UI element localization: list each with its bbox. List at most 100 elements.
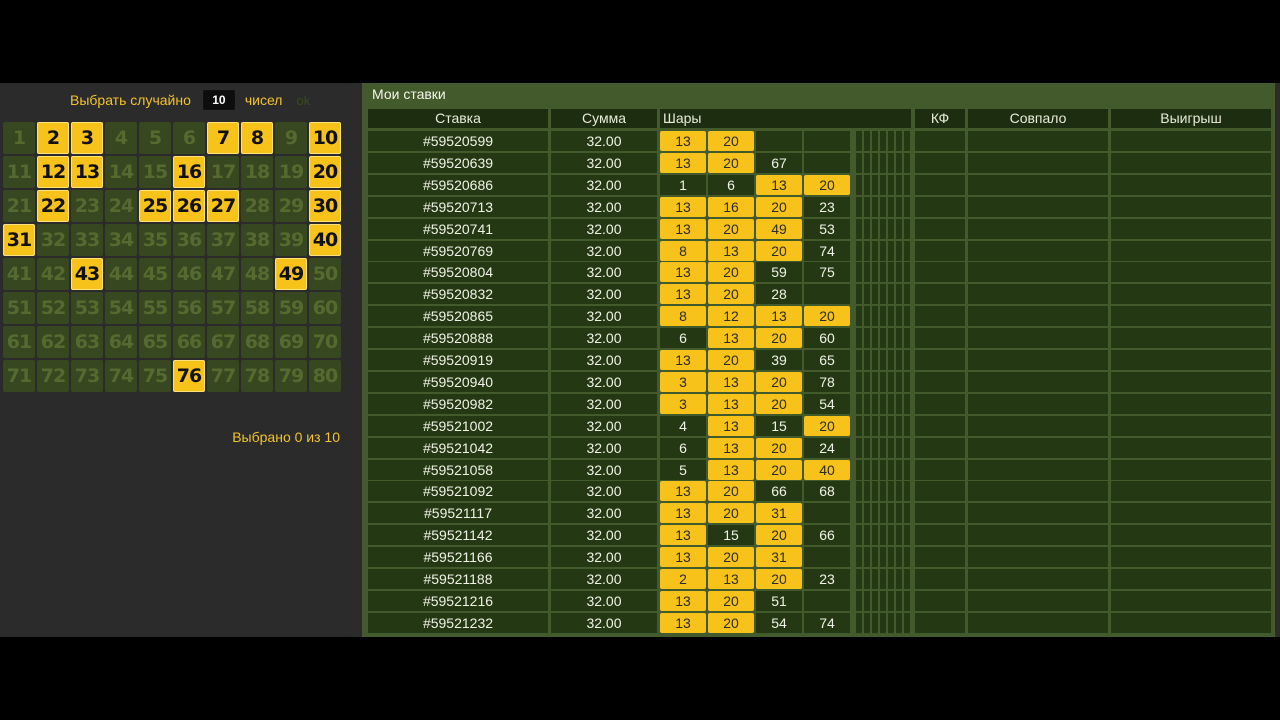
number-cell[interactable]: 29 — [275, 190, 307, 222]
number-cell[interactable]: 4 — [105, 122, 137, 154]
bet-row[interactable]: #59521142 32.00 13 15 20 66 — [368, 525, 1272, 546]
number-cell[interactable]: 40 — [309, 224, 341, 256]
number-cell[interactable]: 56 — [173, 292, 205, 324]
bet-row[interactable]: #59520686 32.00 1 6 13 20 — [368, 174, 1272, 195]
bet-row[interactable]: #59521216 32.00 13 20 51 — [368, 590, 1272, 611]
number-cell[interactable]: 74 — [105, 360, 137, 392]
number-cell[interactable]: 9 — [275, 122, 307, 154]
number-cell[interactable]: 63 — [71, 326, 103, 358]
random-ok-button[interactable]: ok — [296, 92, 311, 108]
number-cell[interactable]: 35 — [139, 224, 171, 256]
number-cell[interactable]: 80 — [309, 360, 341, 392]
number-cell[interactable]: 69 — [275, 326, 307, 358]
bet-row[interactable]: #59520982 32.00 3 13 20 54 — [368, 393, 1272, 414]
bet-row[interactable]: #59521188 32.00 2 13 20 23 — [368, 569, 1272, 589]
number-cell[interactable]: 41 — [3, 258, 35, 290]
number-cell[interactable]: 16 — [173, 156, 205, 188]
number-cell[interactable]: 49 — [275, 258, 307, 290]
number-cell[interactable]: 5 — [139, 122, 171, 154]
number-cell[interactable]: 64 — [105, 326, 137, 358]
number-cell[interactable]: 65 — [139, 326, 171, 358]
bet-row[interactable]: #59520804 32.00 13 20 59 75 — [368, 262, 1272, 283]
number-cell[interactable]: 60 — [309, 292, 341, 324]
number-cell[interactable]: 39 — [275, 224, 307, 256]
number-cell[interactable]: 26 — [173, 190, 205, 222]
number-cell[interactable]: 27 — [207, 190, 239, 222]
number-cell[interactable]: 21 — [3, 190, 35, 222]
number-cell[interactable]: 48 — [241, 258, 273, 290]
number-cell[interactable]: 12 — [37, 156, 69, 188]
bet-row[interactable]: #59520919 32.00 13 20 39 65 — [368, 350, 1272, 370]
bet-row[interactable]: #59520832 32.00 13 20 28 — [368, 284, 1272, 305]
number-cell[interactable]: 31 — [3, 224, 35, 256]
bet-row[interactable]: #59520713 32.00 13 16 20 23 — [368, 196, 1272, 217]
number-cell[interactable]: 43 — [71, 258, 103, 290]
number-cell[interactable]: 33 — [71, 224, 103, 256]
bet-row[interactable]: #59521058 32.00 5 13 20 40 — [368, 459, 1272, 480]
number-cell[interactable]: 18 — [241, 156, 273, 188]
number-cell[interactable]: 13 — [71, 156, 103, 188]
number-cell[interactable]: 36 — [173, 224, 205, 256]
number-cell[interactable]: 6 — [173, 122, 205, 154]
bet-row[interactable]: #59521232 32.00 13 20 54 74 — [368, 612, 1272, 633]
bet-row[interactable]: #59521042 32.00 6 13 20 24 — [368, 437, 1272, 458]
bet-row[interactable]: #59521092 32.00 13 20 66 68 — [368, 481, 1272, 502]
number-cell[interactable]: 50 — [309, 258, 341, 290]
bet-row[interactable]: #59521117 32.00 13 20 31 — [368, 503, 1272, 524]
number-cell[interactable]: 51 — [3, 292, 35, 324]
number-cell[interactable]: 15 — [139, 156, 171, 188]
bet-row[interactable]: #59521002 32.00 4 13 15 20 — [368, 415, 1272, 436]
number-cell[interactable]: 30 — [309, 190, 341, 222]
bet-row[interactable]: #59520741 32.00 13 20 49 53 — [368, 218, 1272, 239]
number-cell[interactable]: 62 — [37, 326, 69, 358]
bet-row[interactable]: #59520888 32.00 6 13 20 60 — [368, 328, 1272, 349]
number-cell[interactable]: 28 — [241, 190, 273, 222]
number-cell[interactable]: 77 — [207, 360, 239, 392]
number-cell[interactable]: 1 — [3, 122, 35, 154]
number-cell[interactable]: 55 — [139, 292, 171, 324]
number-cell[interactable]: 73 — [71, 360, 103, 392]
number-cell[interactable]: 25 — [139, 190, 171, 222]
number-cell[interactable]: 42 — [37, 258, 69, 290]
number-cell[interactable]: 57 — [207, 292, 239, 324]
number-cell[interactable]: 61 — [3, 326, 35, 358]
number-cell[interactable]: 24 — [105, 190, 137, 222]
number-cell[interactable]: 14 — [105, 156, 137, 188]
number-cell[interactable]: 54 — [105, 292, 137, 324]
number-cell[interactable]: 32 — [37, 224, 69, 256]
number-cell[interactable]: 37 — [207, 224, 239, 256]
number-cell[interactable]: 47 — [207, 258, 239, 290]
number-cell[interactable]: 79 — [275, 360, 307, 392]
number-cell[interactable]: 38 — [241, 224, 273, 256]
number-cell[interactable]: 3 — [71, 122, 103, 154]
number-cell[interactable]: 44 — [105, 258, 137, 290]
number-cell[interactable]: 11 — [3, 156, 35, 188]
bet-row[interactable]: #59521166 32.00 13 20 31 — [368, 547, 1272, 568]
number-cell[interactable]: 70 — [309, 326, 341, 358]
random-count-input[interactable] — [202, 90, 235, 110]
number-cell[interactable]: 7 — [207, 122, 239, 154]
number-cell[interactable]: 75 — [139, 360, 171, 392]
number-cell[interactable]: 2 — [37, 122, 69, 154]
number-cell[interactable]: 23 — [71, 190, 103, 222]
number-cell[interactable]: 17 — [207, 156, 239, 188]
number-cell[interactable]: 34 — [105, 224, 137, 256]
number-cell[interactable]: 22 — [37, 190, 69, 222]
number-cell[interactable]: 19 — [275, 156, 307, 188]
number-cell[interactable]: 46 — [173, 258, 205, 290]
number-cell[interactable]: 52 — [37, 292, 69, 324]
number-cell[interactable]: 59 — [275, 292, 307, 324]
number-cell[interactable]: 71 — [3, 360, 35, 392]
number-cell[interactable]: 76 — [173, 360, 205, 392]
number-cell[interactable]: 53 — [71, 292, 103, 324]
bet-row[interactable]: #59520599 32.00 13 20 — [368, 131, 1272, 151]
number-cell[interactable]: 66 — [173, 326, 205, 358]
bet-row[interactable]: #59520865 32.00 8 12 13 20 — [368, 306, 1272, 327]
number-cell[interactable]: 72 — [37, 360, 69, 392]
number-cell[interactable]: 67 — [207, 326, 239, 358]
number-cell[interactable]: 45 — [139, 258, 171, 290]
bet-row[interactable]: #59520940 32.00 3 13 20 78 — [368, 371, 1272, 392]
number-cell[interactable]: 68 — [241, 326, 273, 358]
number-cell[interactable]: 8 — [241, 122, 273, 154]
number-cell[interactable]: 10 — [309, 122, 341, 154]
